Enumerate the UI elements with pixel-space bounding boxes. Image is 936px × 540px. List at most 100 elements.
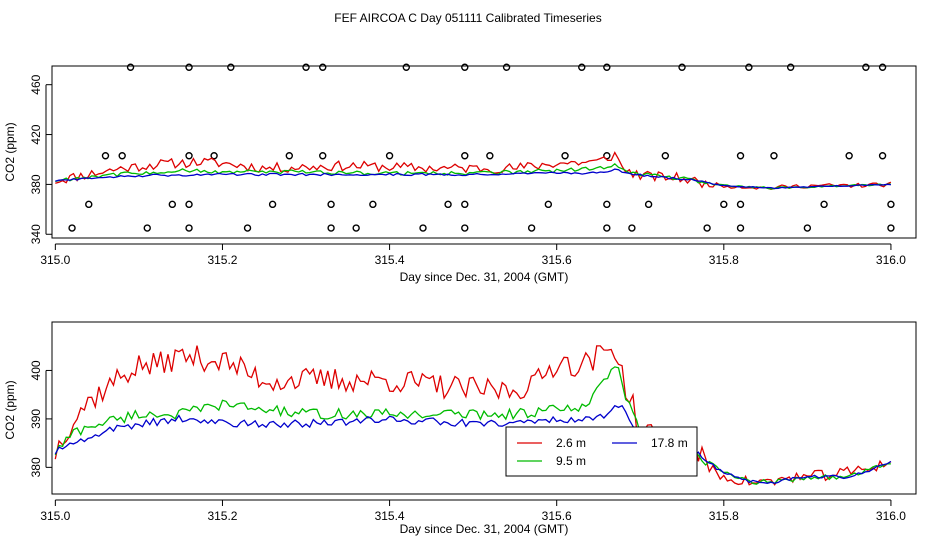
y-tick-label: 340 bbox=[29, 224, 43, 244]
top-y-axis: 340 380 420 460 bbox=[29, 74, 52, 244]
circle-marker bbox=[803, 224, 812, 232]
figure-title: FEF AIRCOA C Day 051111 Calibrated Times… bbox=[334, 11, 601, 25]
bottom-panel: 380 390 400 315.0 315.2 315.4 315.6 315.8 316.0… bbox=[3, 321, 917, 536]
legend: 2.6 m 17.8 m 9.5 m bbox=[505, 426, 698, 477]
series-line-9-5--m bbox=[55, 162, 891, 190]
top-y-label: CO2 (ppm) bbox=[3, 122, 17, 181]
series-line-9-5--m bbox=[54, 366, 891, 485]
circle-marker bbox=[319, 152, 327, 160]
circle-marker bbox=[227, 63, 235, 71]
circle-marker bbox=[243, 224, 252, 232]
circle-marker bbox=[603, 224, 611, 232]
y-tick-label: 420 bbox=[29, 124, 43, 144]
bottom-y-axis: 380 390 400 bbox=[29, 360, 52, 477]
circle-marker bbox=[786, 63, 795, 71]
circle-marker bbox=[720, 200, 728, 209]
circle-marker bbox=[845, 152, 853, 160]
circle-marker bbox=[268, 200, 277, 209]
x-tick-label: 315.2 bbox=[207, 509, 237, 523]
circle-marker bbox=[285, 152, 294, 160]
x-tick-label: 315.6 bbox=[542, 253, 572, 267]
top-series-lines bbox=[55, 151, 892, 190]
circle-marker bbox=[820, 200, 828, 209]
circle-marker bbox=[678, 63, 686, 71]
circle-marker bbox=[486, 152, 494, 160]
y-tick-label: 390 bbox=[29, 409, 43, 429]
x-tick-label: 315.2 bbox=[207, 253, 237, 267]
circle-marker bbox=[444, 200, 452, 209]
legend-label-17-8m: 17.8 m bbox=[651, 436, 688, 450]
x-tick-label: 315.6 bbox=[542, 509, 572, 523]
circle-marker bbox=[210, 152, 218, 160]
circle-marker bbox=[745, 63, 753, 71]
legend-label-9-5m: 9.5 m bbox=[556, 454, 586, 468]
circle-marker bbox=[68, 224, 76, 232]
circle-marker bbox=[352, 224, 360, 232]
circle-marker bbox=[770, 152, 778, 160]
circle-marker bbox=[527, 224, 536, 232]
x-tick-label: 315.4 bbox=[375, 509, 405, 523]
circle-marker bbox=[862, 63, 870, 71]
circle-marker bbox=[385, 152, 394, 160]
x-tick-label: 316.0 bbox=[876, 509, 906, 523]
x-tick-label: 315.8 bbox=[709, 253, 739, 267]
series-line-17-8--m bbox=[54, 404, 892, 484]
top-x-label: Day since Dec. 31, 2004 (GMT) bbox=[400, 270, 569, 284]
bottom-x-axis: 315.0 315.2 315.4 315.6 315.8 316.0 bbox=[40, 499, 906, 523]
x-tick-label: 315.0 bbox=[40, 253, 70, 267]
circle-marker bbox=[327, 200, 335, 209]
circle-marker bbox=[185, 152, 193, 160]
circle-marker bbox=[369, 200, 377, 209]
bottom-y-label: CO2 (ppm) bbox=[3, 380, 17, 439]
circle-marker bbox=[461, 152, 469, 160]
series-line-2-6--m bbox=[55, 151, 892, 190]
y-tick-label: 400 bbox=[29, 360, 43, 380]
circle-marker bbox=[628, 224, 636, 232]
circle-marker bbox=[736, 200, 745, 209]
circle-marker bbox=[461, 200, 469, 209]
circle-marker bbox=[461, 63, 469, 71]
circle-marker bbox=[603, 200, 611, 209]
circle-marker bbox=[168, 200, 177, 209]
top-plot-frame bbox=[51, 65, 917, 239]
circle-marker bbox=[402, 63, 410, 71]
series-line-17-8--m bbox=[55, 168, 891, 190]
legend-box bbox=[505, 426, 698, 477]
circle-marker bbox=[185, 63, 193, 71]
bottom-x-label: Day since Dec. 31, 2004 (GMT) bbox=[400, 522, 569, 536]
x-tick-label: 315.0 bbox=[40, 509, 70, 523]
x-tick-label: 316.0 bbox=[876, 253, 906, 267]
circle-marker bbox=[878, 63, 887, 71]
circle-marker bbox=[302, 63, 310, 71]
circle-marker bbox=[736, 152, 745, 160]
circle-marker bbox=[502, 63, 511, 71]
circle-marker bbox=[561, 152, 569, 160]
circle-marker bbox=[644, 200, 653, 209]
circle-marker bbox=[85, 200, 93, 209]
y-tick-label: 460 bbox=[29, 74, 43, 94]
legend-label-2-6m: 2.6 m bbox=[556, 436, 586, 450]
circle-marker bbox=[419, 224, 427, 232]
circle-marker bbox=[101, 152, 110, 160]
circle-marker bbox=[661, 152, 670, 160]
bottom-plot-frame bbox=[51, 321, 917, 495]
circle-marker bbox=[878, 152, 887, 160]
series-line-2-6--m bbox=[54, 345, 892, 486]
y-tick-label: 380 bbox=[29, 174, 43, 194]
x-tick-label: 315.8 bbox=[709, 509, 739, 523]
bottom-series-lines bbox=[54, 345, 892, 486]
circle-marker bbox=[603, 152, 611, 160]
x-tick-label: 315.4 bbox=[375, 253, 405, 267]
circle-marker bbox=[126, 63, 135, 71]
top-x-axis: 315.0 315.2 315.4 315.6 315.8 316.0 bbox=[40, 243, 906, 267]
circle-marker bbox=[461, 224, 469, 232]
circle-marker bbox=[887, 200, 895, 209]
circle-marker bbox=[603, 63, 611, 71]
circle-marker bbox=[118, 152, 126, 160]
circle-marker bbox=[887, 224, 895, 232]
circle-marker bbox=[327, 224, 335, 232]
circle-marker bbox=[143, 224, 151, 232]
circle-marker bbox=[319, 63, 327, 71]
